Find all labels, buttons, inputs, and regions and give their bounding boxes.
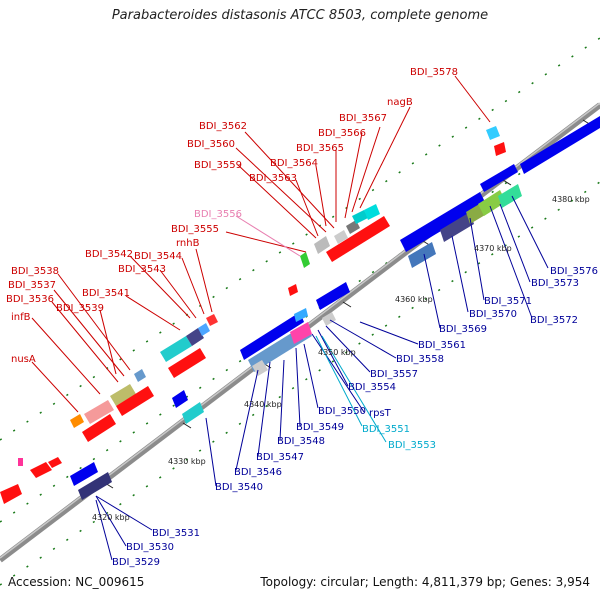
ruler-label: 4330 kbp [168, 457, 206, 466]
ruler-label: 4320 kbp [92, 513, 130, 522]
gene-label: infB [11, 312, 31, 323]
ruler-label: 4340 kbp [244, 400, 282, 409]
gene-label: BDI_3539 [56, 303, 104, 314]
gene-label: nagB [387, 97, 413, 108]
gene-label: BDI_3571 [484, 296, 532, 307]
gene-label: BDI_3542 [85, 249, 133, 260]
gene-label: BDI_3549 [296, 422, 344, 433]
leader-line-pink [235, 215, 301, 257]
gene-label: BDI_3536 [6, 294, 54, 305]
ruler-label: 4370 kbp [474, 244, 512, 253]
gene-label: BDI_3546 [234, 467, 282, 478]
gene-label: rpsT [369, 408, 392, 419]
gene-label: BDI_3576 [550, 266, 598, 277]
gene-label: BDI_3540 [215, 482, 263, 493]
gene-label: BDI_3541 [82, 288, 130, 299]
ruler-label: 4350 kbp [318, 348, 356, 357]
accession-label: Accession: NC_009615 [8, 575, 145, 589]
gene-label: BDI_3569 [439, 324, 487, 335]
gene-label: BDI_3530 [126, 542, 174, 553]
gene-label: BDI_3561 [418, 340, 466, 351]
gene-label: BDI_3567 [339, 113, 387, 124]
reverse-gene-labels: BDI_3576 BDI_3573 BDI_3571 BDI_3572 BDI_… [112, 266, 598, 568]
gene-label: BDI_3562 [199, 121, 247, 132]
gene-label: BDI_3564 [270, 158, 318, 169]
ruler-label: 4360 kbp [395, 295, 433, 304]
reverse-leader-lines [95, 195, 549, 561]
gene-label: BDI_3555 [171, 224, 219, 235]
gene-label: BDI_3578 [410, 67, 458, 78]
gene-label: BDI_3566 [318, 128, 366, 139]
genome-summary: Topology: circular; Length: 4,811,379 bp… [260, 575, 590, 589]
gene-label: nusA [11, 354, 36, 365]
gene-label: BDI_3559 [194, 160, 242, 171]
gene-label: BDI_3537 [8, 280, 56, 291]
gene-label: BDI_3553 [388, 440, 436, 451]
gene-label: BDI_3529 [112, 557, 160, 568]
ruler-labels: 4320 kbp 4330 kbp 4340 kbp 4350 kbp 4360… [92, 195, 590, 522]
reverse-genes [70, 116, 600, 500]
gene-label: BDI_3557 [370, 369, 418, 380]
gene-label: BDI_3538 [11, 266, 59, 277]
forward-gene-labels: BDI_3578 nagB BDI_3567 BDI_3562 BDI_3566… [6, 67, 458, 365]
map-title: Parabacteroides distasonis ATCC 8503, co… [111, 8, 489, 23]
gene-label: rnhB [176, 238, 200, 249]
gene-label: BDI_3570 [469, 309, 517, 320]
forward-leader-lines [31, 75, 491, 413]
gene-label: BDI_3543 [118, 264, 166, 275]
gene-label: BDI_3548 [277, 436, 325, 447]
gene-label: BDI_3531 [152, 528, 200, 539]
gene-label: BDI_3565 [296, 143, 344, 154]
gene-label: BDI_3558 [396, 354, 444, 365]
gene-label: BDI_3547 [256, 452, 304, 463]
gene-label: BDI_3563 [249, 173, 297, 184]
gene-label: BDI_3573 [531, 278, 579, 289]
gene-label: BDI_3560 [187, 139, 235, 150]
gene-label: BDI_3551 [362, 424, 410, 435]
cyan-leader-lines [315, 335, 387, 443]
gene-label: BDI_3572 [530, 315, 578, 326]
gene-label: BDI_3554 [348, 382, 396, 393]
gene-label: BDI_3556 [194, 209, 242, 220]
forward-genes [0, 126, 506, 504]
gene-label: BDI_3550 [318, 406, 366, 417]
gene-label: BDI_3544 [134, 251, 182, 262]
ruler-label: 4380 kbp [552, 195, 590, 204]
